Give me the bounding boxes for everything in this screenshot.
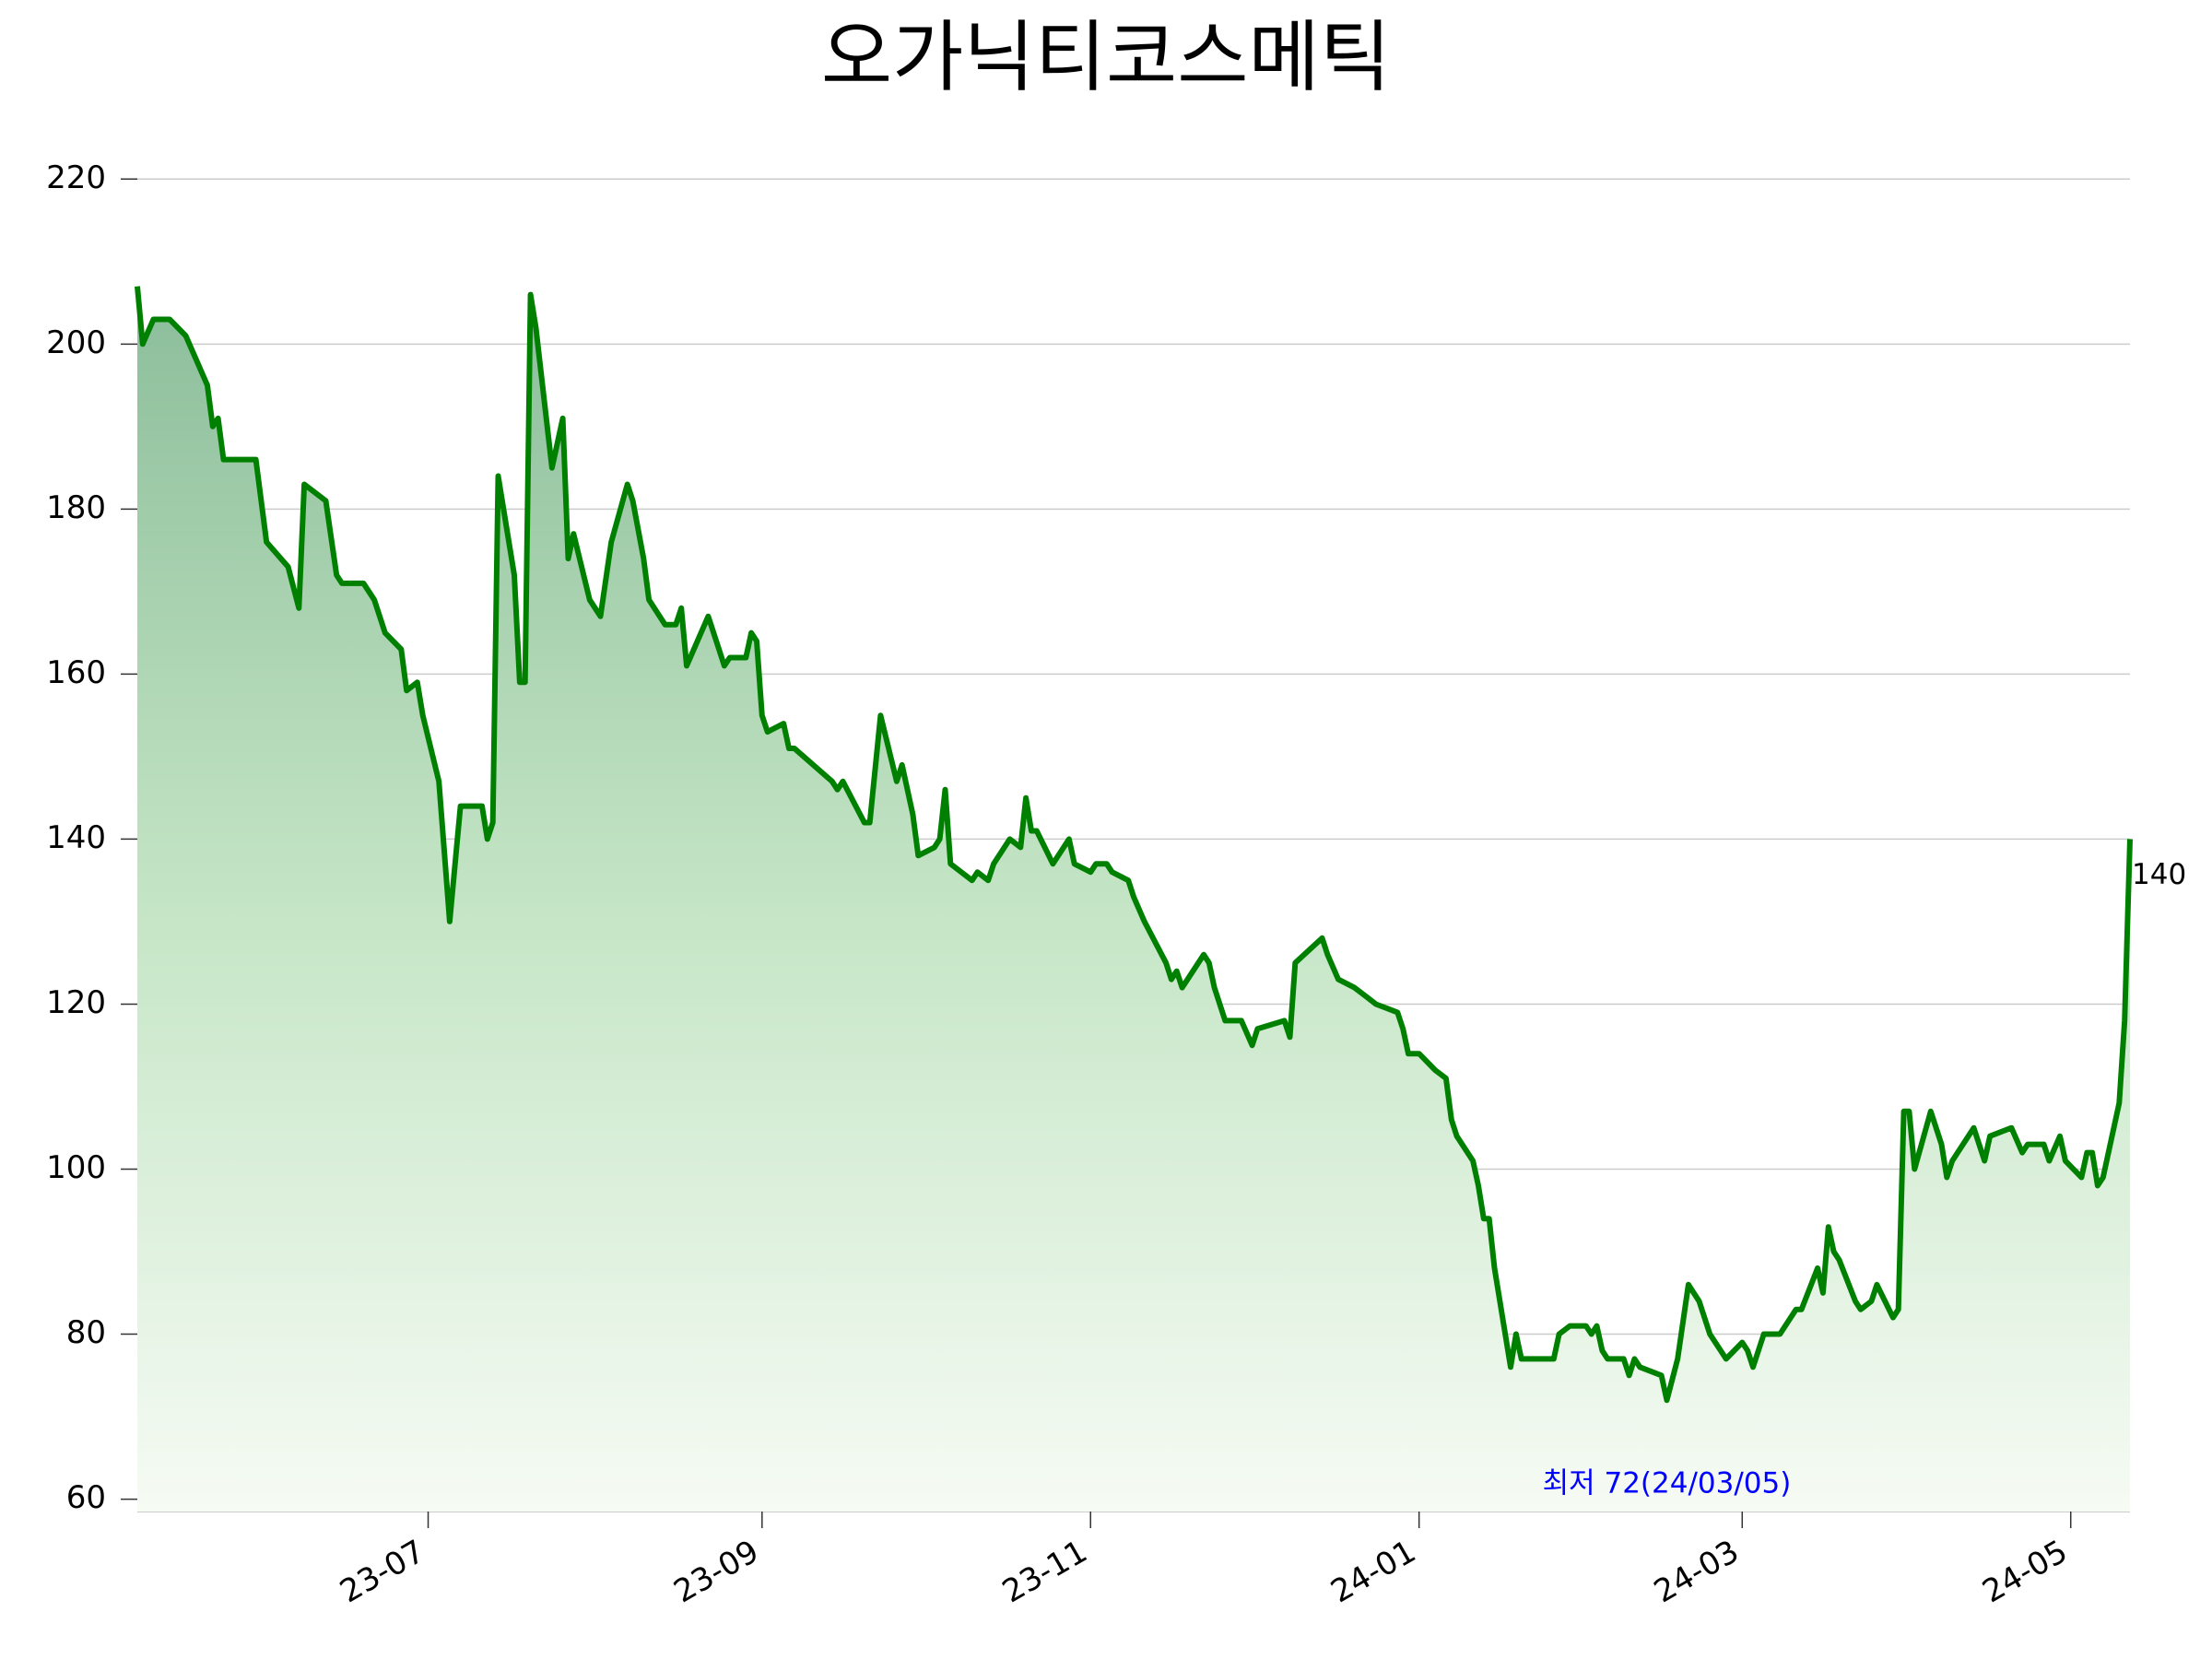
x-tick-label: 24-01 (1324, 1533, 1422, 1610)
y-tick-label: 160 (46, 654, 106, 691)
x-tick-label: 23-09 (668, 1533, 766, 1610)
min-annotation: 최저 72(24/03/05) (1543, 1467, 1792, 1500)
y-tick-label: 200 (46, 324, 106, 361)
price-line (135, 286, 2133, 1404)
x-tick-label: 23-11 (996, 1533, 1094, 1610)
y-tick-label: 120 (46, 984, 106, 1021)
last-value-label: 140 (2132, 858, 2186, 891)
x-tick-label: 23-07 (334, 1533, 431, 1610)
y-tick-label: 80 (66, 1314, 106, 1351)
chart-title: 오가닉티코스메틱 (821, 12, 1391, 102)
x-tick-label: 24-05 (1976, 1533, 2074, 1610)
y-tick-label: 180 (46, 489, 106, 526)
x-tick-label: 24-03 (1648, 1533, 1746, 1610)
y-tick-label: 60 (66, 1479, 106, 1516)
y-tick-label: 100 (46, 1149, 106, 1186)
y-tick-label: 140 (46, 819, 106, 856)
y-tick-label: 220 (46, 159, 106, 196)
